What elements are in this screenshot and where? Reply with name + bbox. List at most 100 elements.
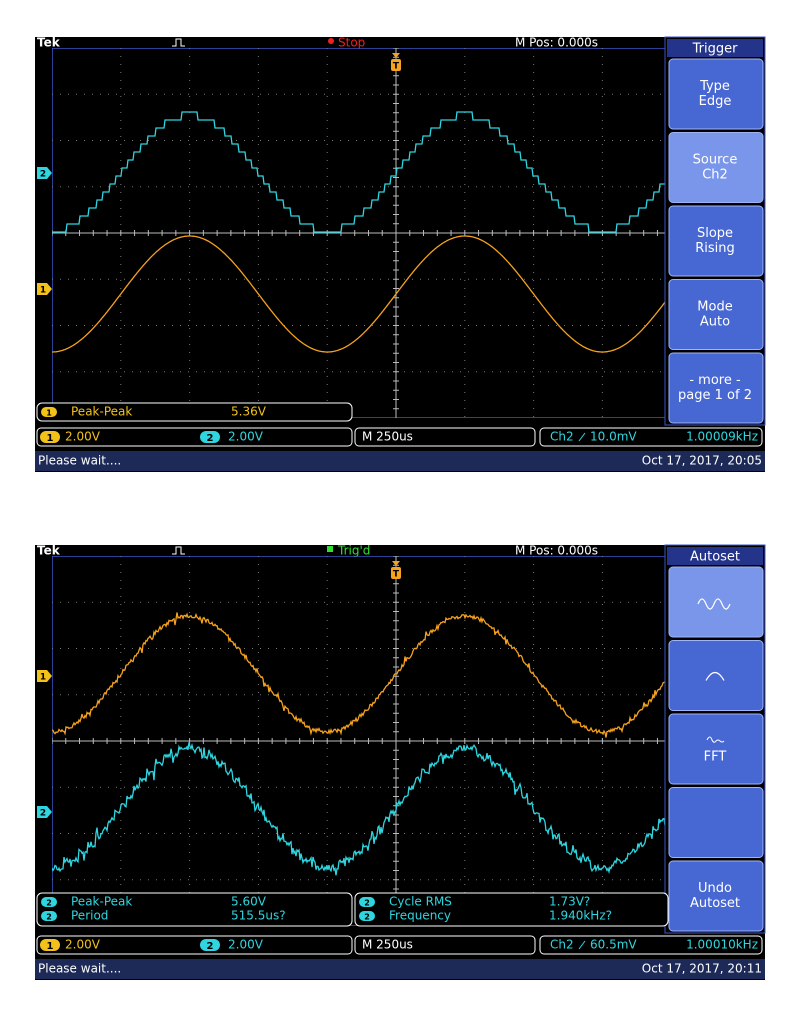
acquisition-status: Trig'd xyxy=(337,544,370,558)
menu-button[interactable] xyxy=(668,713,764,785)
measurement-value: 515.5us? xyxy=(231,909,286,923)
channel-badge xyxy=(40,431,60,443)
channel-marker: 2 xyxy=(40,809,46,819)
trigger-source: Ch2 xyxy=(550,938,574,952)
slope-icon xyxy=(578,940,586,950)
status-square xyxy=(327,546,333,552)
measurement-box xyxy=(36,402,353,422)
measurement-badge xyxy=(41,911,57,921)
message: Please wait.... xyxy=(38,962,121,976)
channel-badge xyxy=(200,431,220,443)
measurement-box xyxy=(36,892,353,927)
brand: Tek xyxy=(37,36,61,50)
menu-button[interactable] xyxy=(668,566,764,638)
menu-button-label: Autoset xyxy=(690,896,740,911)
channel-marker-badge xyxy=(37,283,52,295)
waveform xyxy=(52,235,665,353)
pulse-icon xyxy=(172,546,185,555)
menu-button-label: Type xyxy=(699,79,730,94)
waveform xyxy=(52,111,665,233)
waveform xyxy=(52,742,665,876)
status-dot xyxy=(328,38,334,44)
channel-scale: 2.00V xyxy=(228,430,264,444)
pulse-icon xyxy=(172,38,185,47)
menu-button[interactable] xyxy=(668,860,764,932)
channel-marker: 2 xyxy=(40,170,46,180)
menu-button-label: Edge xyxy=(699,94,732,109)
measurement-badge xyxy=(359,897,375,907)
measurement-value: 5.60V xyxy=(231,895,267,909)
measurement-channel: 2 xyxy=(46,913,52,922)
channel-number: 1 xyxy=(47,433,54,444)
menu-button-label: Mode xyxy=(697,300,732,315)
channel-scale: 2.00V xyxy=(228,938,264,952)
measurement-label: Peak-Peak xyxy=(71,405,132,419)
menu-button[interactable] xyxy=(668,787,764,858)
oscilloscope-screen: Tek Trig'd M Pos: 0.000sT12AutosetFFTUndoA… xyxy=(35,544,766,980)
channel-scale: 2.00V xyxy=(65,430,101,444)
measurement-channel: 2 xyxy=(364,913,370,922)
message-bar xyxy=(35,959,765,979)
measurement-label: Cycle RMS xyxy=(389,895,452,909)
trigger-marker-box xyxy=(391,567,401,579)
channel-badge xyxy=(200,939,220,951)
trigger-arrow xyxy=(392,53,400,58)
trigger-box xyxy=(539,935,763,955)
timebase-box xyxy=(354,427,536,447)
menu-button-label: page 1 of 2 xyxy=(678,388,752,403)
trigger-source: Ch2 xyxy=(550,430,574,444)
message: Please wait.... xyxy=(38,454,121,468)
trigger-box xyxy=(539,427,763,447)
trigger-frequency: 1.00009kHz xyxy=(686,430,758,444)
status-box xyxy=(36,427,353,447)
measurement-channel: 1 xyxy=(46,409,52,418)
measurement-badge xyxy=(41,897,57,907)
message-bar xyxy=(35,451,765,471)
menu-button-label: Rising xyxy=(695,241,735,256)
timebase: M 250us xyxy=(362,430,413,444)
menu-button[interactable] xyxy=(668,205,764,277)
icon-single-cycle xyxy=(705,671,725,681)
slope-icon xyxy=(578,432,586,442)
screen-background xyxy=(35,37,765,472)
menu-button-label: Slope xyxy=(697,226,733,241)
channel-marker-badge xyxy=(37,167,52,179)
brand: Tek xyxy=(37,544,61,558)
channel-marker: 1 xyxy=(40,673,46,683)
measurement-value: 1.940kHz? xyxy=(549,909,612,923)
horizontal-position: M Pos: 0.000s xyxy=(515,36,598,50)
menu-button-label: Ch2 xyxy=(702,168,728,183)
measurement-value: 1.73V? xyxy=(549,895,590,909)
icon-fft xyxy=(706,736,725,743)
channel-number: 1 xyxy=(47,941,54,952)
waveform xyxy=(52,612,665,738)
datetime: Oct 17, 2017, 20:11 xyxy=(642,962,762,976)
menu-button[interactable] xyxy=(668,279,764,350)
menu-button-label: Undo xyxy=(698,881,732,896)
graticule xyxy=(52,556,665,926)
measurement-badge xyxy=(41,407,57,417)
trigger-marker: T xyxy=(393,62,400,72)
menu-button[interactable] xyxy=(668,58,764,130)
timebase: M 250us xyxy=(362,938,413,952)
menu-title-bar xyxy=(667,39,763,57)
menu-button[interactable] xyxy=(668,640,764,711)
channel-number: 2 xyxy=(207,433,214,444)
menu-button-label: Auto xyxy=(700,315,730,330)
measurement-label: Period xyxy=(71,909,108,923)
channel-marker: 1 xyxy=(40,286,46,296)
status-box xyxy=(36,935,353,955)
icon-multi-cycle xyxy=(697,598,731,610)
measurement-badge xyxy=(359,911,375,921)
measurement-box xyxy=(354,892,669,927)
measurement-channel: 2 xyxy=(364,899,370,908)
measurement-label: Peak-Peak xyxy=(71,895,132,909)
acquisition-status: Stop xyxy=(338,36,365,50)
timebase-box xyxy=(354,935,536,955)
menu-button[interactable] xyxy=(668,132,764,203)
menu-title: Autoset xyxy=(690,550,740,565)
menu-button[interactable] xyxy=(668,352,764,424)
trigger-marker: T xyxy=(393,570,400,580)
